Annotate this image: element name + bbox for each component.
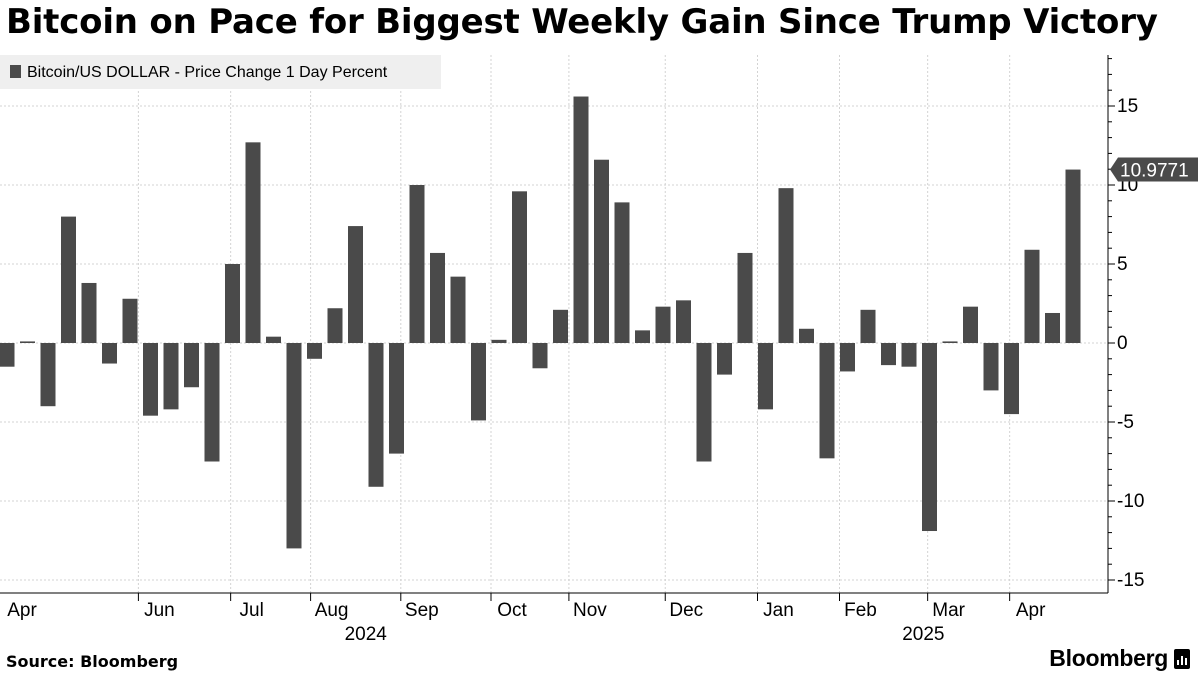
bars (0, 96, 1081, 549)
bar (286, 343, 302, 549)
bar (942, 341, 958, 343)
bar (184, 343, 199, 388)
bar (430, 252, 445, 343)
bar (1045, 312, 1060, 343)
bar (1065, 169, 1081, 343)
bar (1004, 343, 1019, 415)
bar (819, 343, 835, 459)
bar (409, 185, 425, 343)
x-axis: Apr Jun Jul Aug Sep Oct Nov Dec Jan Feb Mar Apr 2024… (0, 592, 1108, 645)
bar (717, 343, 732, 375)
bar (143, 343, 158, 416)
bar (40, 343, 56, 407)
x-tick-label: Apr (1016, 600, 1046, 621)
bar (696, 343, 712, 462)
x-tick-label: Feb (844, 600, 877, 621)
bar (860, 309, 876, 343)
bar (922, 343, 937, 532)
brand-wordmark: Bloomberg (1049, 645, 1168, 671)
bar (307, 343, 322, 359)
y-tick-label: -10 (1117, 491, 1144, 512)
bar (204, 343, 220, 462)
legend-background (0, 55, 441, 89)
bar (266, 336, 281, 343)
bar (20, 341, 35, 343)
y-tick-label: -15 (1117, 570, 1144, 591)
y-tick-label: 15 (1117, 96, 1138, 117)
callout-value: 10.9771 (1120, 161, 1189, 182)
bar (840, 343, 855, 372)
bar (799, 328, 814, 343)
bar (983, 343, 999, 391)
x-tick-label: Jun (144, 600, 175, 621)
bar (737, 252, 753, 343)
x-tick-label: Sep (405, 600, 439, 621)
bar (901, 343, 917, 367)
bar (655, 306, 671, 343)
bar (368, 343, 384, 487)
bar (348, 226, 363, 343)
x-tick-label: Dec (669, 600, 703, 621)
bar (512, 191, 527, 343)
bar (532, 343, 548, 369)
bar (594, 159, 609, 343)
bar (614, 202, 630, 343)
bar (881, 343, 896, 366)
bar (122, 298, 138, 343)
bar (327, 308, 343, 343)
x-tick-label: Jan (763, 600, 794, 621)
bar (778, 188, 794, 343)
bar (102, 343, 117, 364)
bar (225, 264, 240, 343)
bar (450, 276, 466, 343)
legend: Bitcoin/US DOLLAR - Price Change 1 Day P… (0, 55, 441, 89)
bar (81, 282, 97, 343)
bar (1024, 249, 1040, 343)
x-tick-label: Apr (7, 600, 37, 621)
bar (61, 216, 76, 343)
bar (163, 343, 179, 410)
legend-label: Bitcoin/US DOLLAR - Price Change 1 Day P… (27, 64, 388, 81)
legend-swatch (10, 65, 21, 78)
last-value-callout: 10.9771 (1110, 157, 1198, 182)
x-tick-label: Oct (497, 600, 527, 621)
bar (471, 343, 486, 421)
x-year-label: 2024 (345, 624, 388, 645)
y-tick-label: 5 (1117, 254, 1128, 275)
bar (553, 309, 568, 343)
bar (389, 343, 404, 454)
x-year-label: 2025 (902, 624, 944, 645)
y-tick-label: 0 (1117, 333, 1128, 354)
bar (0, 343, 15, 367)
x-tick-label: Aug (315, 600, 349, 621)
bar (963, 306, 978, 343)
bar (491, 339, 507, 343)
source-note: Source: Bloomberg (6, 652, 179, 671)
bar (676, 300, 691, 343)
bar (758, 343, 773, 410)
x-tick-label: Nov (573, 600, 607, 621)
bar (635, 330, 650, 343)
x-tick-label: Jul (240, 600, 264, 621)
bar (245, 142, 261, 343)
chart-title: Bitcoin on Pace for Biggest Weekly Gain … (6, 2, 1158, 42)
callout-badge (1110, 157, 1198, 182)
bar (573, 96, 589, 344)
bloomberg-terminal-icon (1174, 648, 1190, 669)
x-tick-label: Mar (932, 600, 965, 621)
bloomberg-logo: Bloomberg (1049, 645, 1190, 672)
y-tick-label: -5 (1117, 412, 1134, 433)
